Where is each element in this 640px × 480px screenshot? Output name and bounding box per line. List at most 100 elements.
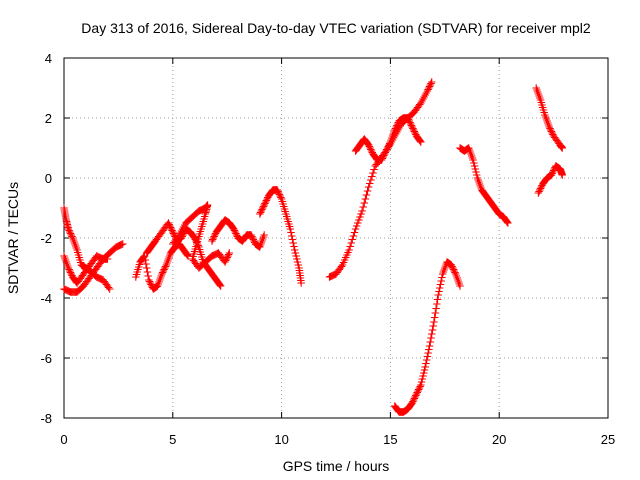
data-point-series-11 xyxy=(472,171,481,179)
data-point-series-3 xyxy=(147,280,155,289)
x-tick-label: 15 xyxy=(383,432,397,447)
data-point-series-7 xyxy=(256,210,264,218)
data-point-series-8 xyxy=(362,191,371,199)
data-point-series-5 xyxy=(221,258,229,266)
data-point-series-10 xyxy=(420,366,429,374)
data-point-series-4 xyxy=(165,220,173,229)
data-point-series-7 xyxy=(291,249,300,257)
data-point-series-3 xyxy=(142,260,150,268)
data-point-series-12 xyxy=(558,144,567,152)
data-point-series-10 xyxy=(431,309,440,317)
data-point-series-0 xyxy=(65,226,73,235)
data-point-series-8 xyxy=(426,81,435,89)
data-point-series-3 xyxy=(142,264,151,272)
data-point-series-7 xyxy=(258,204,267,212)
data-point-series-2 xyxy=(103,255,112,263)
data-point-series-10 xyxy=(426,338,435,346)
data-point-series-9 xyxy=(366,144,374,152)
data-point-series-6 xyxy=(247,231,255,239)
data-point-series-12 xyxy=(546,124,554,133)
data-point-series-3 xyxy=(141,256,149,264)
data-point-series-9 xyxy=(385,141,393,149)
data-point-series-10 xyxy=(430,318,438,326)
grid xyxy=(64,58,608,418)
data-point-series-3 xyxy=(140,253,148,261)
data-point-series-0 xyxy=(68,232,76,241)
data-point-series-9 xyxy=(378,154,387,163)
data-point-series-7 xyxy=(261,198,270,206)
data-point-series-4 xyxy=(169,228,177,236)
data-point-series-7 xyxy=(297,279,305,287)
data-point-series-5 xyxy=(224,250,233,259)
data-point-series-13 xyxy=(549,166,558,175)
data-point-series-10 xyxy=(409,397,417,406)
data-point-series-8 xyxy=(363,187,372,195)
y-tick-label: -8 xyxy=(40,411,52,426)
data-point-series-11 xyxy=(471,165,480,173)
data-point-series-9 xyxy=(384,142,392,151)
data-point-series-7 xyxy=(274,189,283,197)
data-point-series-0 xyxy=(104,283,113,292)
data-point-series-9 xyxy=(406,120,415,128)
data-point-series-7 xyxy=(277,193,285,202)
data-point-series-9 xyxy=(393,121,401,130)
data-point-series-9 xyxy=(367,147,376,155)
data-point-series-4 xyxy=(169,229,178,238)
data-point-series-8 xyxy=(364,183,373,191)
data-point-series-7 xyxy=(294,261,303,269)
data-point-series-10 xyxy=(412,391,420,400)
axis-ticks: 0 5 10 15 20 25 -8 -6 -4 -2 0 2 4 xyxy=(40,51,615,447)
data-point-series-8 xyxy=(424,85,432,94)
data-point-series-8 xyxy=(370,165,378,174)
data-point-series-9 xyxy=(383,144,392,152)
data-point-series-13 xyxy=(536,186,544,194)
data-point-series-10 xyxy=(451,268,459,277)
data-point-series-9 xyxy=(404,115,413,124)
data-point-series-6 xyxy=(208,237,216,245)
data-point-series-10 xyxy=(418,375,427,383)
data-point-series-3 xyxy=(143,268,152,276)
data-point-series-4 xyxy=(216,281,224,289)
data-point-series-10 xyxy=(424,349,432,357)
data-point-series-8 xyxy=(355,216,363,224)
data-point-series-7 xyxy=(287,228,295,237)
data-point-series-10 xyxy=(448,262,456,271)
data-point-series-10 xyxy=(417,378,426,386)
data-point-series-9 xyxy=(411,129,419,137)
data-point-series-3 xyxy=(160,265,168,274)
data-point-series-8 xyxy=(367,176,375,184)
y-tick-label: -6 xyxy=(40,351,52,366)
data-point-series-6 xyxy=(260,231,268,239)
data-point-series-10 xyxy=(456,282,464,290)
data-point-series-9 xyxy=(380,151,388,160)
data-point-series-3 xyxy=(146,279,155,287)
data-point-series-9 xyxy=(367,145,375,154)
data-point-series-7 xyxy=(276,192,284,200)
data-point-series-8 xyxy=(427,79,435,88)
data-point-series-9 xyxy=(410,127,419,136)
data-point-series-13 xyxy=(534,189,543,197)
data-point-series-8 xyxy=(425,82,434,91)
data-point-series-11 xyxy=(470,162,479,170)
data-point-series-6 xyxy=(232,229,240,238)
data-point-series-10 xyxy=(414,385,423,394)
data-point-series-8 xyxy=(354,219,362,227)
data-point-series-11 xyxy=(472,168,480,176)
data-points xyxy=(60,78,567,416)
data-point-series-9 xyxy=(391,124,400,133)
data-point-series-9 xyxy=(391,126,399,134)
data-point-series-10 xyxy=(433,300,441,308)
data-point-series-7 xyxy=(286,225,295,233)
data-point-series-12 xyxy=(547,127,556,136)
y-tick-label: -4 xyxy=(40,291,52,306)
data-point-series-7 xyxy=(273,186,281,194)
data-point-series-4 xyxy=(216,282,225,290)
x-tick-label: 0 xyxy=(60,432,67,447)
data-point-series-10 xyxy=(408,399,416,407)
data-point-series-9 xyxy=(365,142,374,151)
data-point-series-13 xyxy=(549,168,557,176)
y-tick-label: 4 xyxy=(45,51,52,66)
x-tick-label: 10 xyxy=(274,432,288,447)
data-point-series-8 xyxy=(427,78,436,86)
data-point-series-13 xyxy=(535,187,543,196)
